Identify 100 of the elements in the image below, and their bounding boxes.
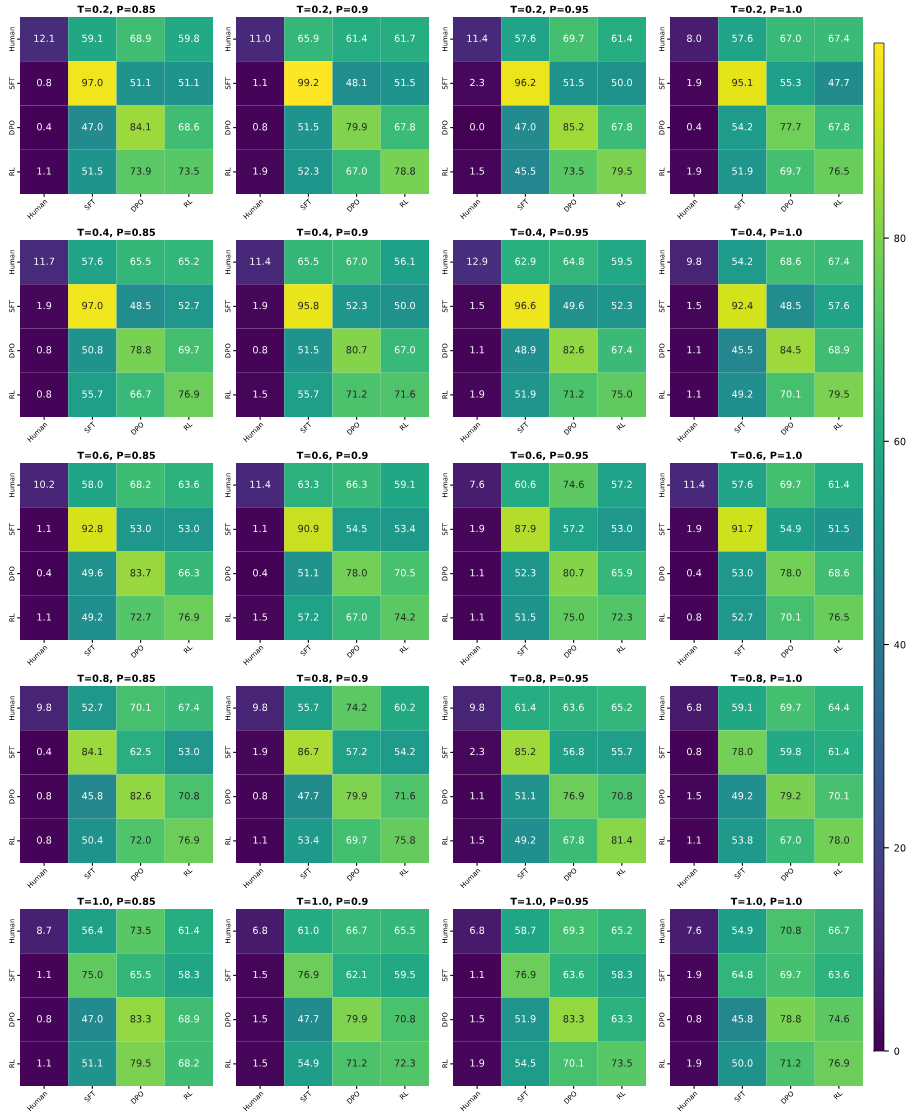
data-label: 47.0 — [82, 1015, 103, 1023]
data-label: 74.6 — [828, 1015, 850, 1023]
data-label: 53.0 — [178, 747, 200, 756]
chart-title: T=1.0, P=0.9 — [296, 897, 368, 907]
data-label: 61.4 — [515, 703, 536, 711]
data-label: 96.6 — [515, 301, 536, 310]
data-label: 9.8 — [37, 703, 52, 711]
data-label: 79.5 — [611, 167, 632, 175]
data-label: 68.6 — [828, 569, 850, 577]
data-label: 69.7 — [780, 480, 801, 488]
data-label: 68.9 — [130, 34, 151, 42]
data-label: 60.2 — [394, 703, 415, 711]
data-label: 71.2 — [780, 1059, 801, 1067]
data-label: 48.5 — [130, 301, 151, 310]
data-label: 1.9 — [253, 167, 268, 175]
data-label: 1.1 — [687, 346, 701, 354]
data-label: 0.4 — [37, 569, 52, 577]
data-label: 2.3 — [470, 78, 485, 87]
data-label: 1.9 — [470, 390, 485, 398]
data-label: 69.7 — [563, 34, 584, 42]
data-label: 70.1 — [130, 703, 151, 711]
data-label: 76.5 — [828, 167, 849, 175]
data-label: 61.0 — [298, 926, 319, 934]
data-label: 51.5 — [515, 613, 536, 621]
data-label: 85.2 — [563, 123, 584, 131]
chart-title: T=1.0, P=0.85 — [77, 897, 155, 907]
data-label: 50.4 — [82, 836, 103, 844]
color-bar-label: 80 — [894, 234, 906, 242]
data-label: 61.4 — [828, 747, 850, 756]
data-label: 66.3 — [346, 480, 367, 488]
data-label: 53.0 — [178, 524, 200, 533]
data-label: 76.9 — [563, 792, 584, 800]
data-label: 48.1 — [346, 78, 367, 87]
data-label: 78.0 — [346, 569, 367, 577]
data-label: 51.5 — [394, 78, 415, 87]
data-label: 51.5 — [298, 123, 319, 131]
data-label: 95.8 — [298, 301, 319, 310]
data-label: 50.0 — [732, 1059, 753, 1067]
chart-title: T=0.8, P=1.0 — [730, 674, 802, 684]
data-label: 1.1 — [253, 524, 267, 533]
data-label: 79.9 — [346, 123, 367, 131]
data-label: 61.4 — [611, 34, 633, 42]
data-label: 61.4 — [346, 34, 367, 42]
data-label: 1.9 — [687, 1059, 702, 1067]
data-label: 65.5 — [130, 257, 151, 265]
data-label: 61.7 — [394, 34, 415, 42]
data-label: 67.4 — [178, 703, 200, 711]
data-label: 1.9 — [253, 301, 268, 310]
data-label: 76.5 — [828, 613, 849, 621]
data-label: 70.8 — [178, 792, 200, 800]
data-label: 65.9 — [611, 569, 633, 577]
data-label: 52.3 — [346, 301, 367, 310]
data-label: 79.9 — [346, 792, 367, 800]
data-label: 57.2 — [298, 613, 319, 621]
data-label: 56.1 — [394, 257, 415, 265]
data-label: 68.9 — [828, 346, 850, 354]
data-label: 47.0 — [515, 123, 536, 131]
data-label: 65.2 — [611, 703, 632, 711]
data-label: 66.7 — [130, 390, 151, 398]
data-label: 68.2 — [130, 480, 151, 488]
data-label: 99.2 — [298, 78, 319, 87]
data-label: 63.3 — [298, 480, 319, 488]
data-label: 68.6 — [780, 257, 801, 265]
data-label: 68.9 — [178, 1015, 200, 1023]
data-label: 0.8 — [37, 346, 52, 354]
data-label: 87.9 — [515, 524, 536, 533]
data-label: 72.3 — [611, 613, 632, 621]
data-label: 0.8 — [253, 346, 268, 354]
data-label: 49.2 — [732, 390, 753, 398]
data-label: 59.8 — [178, 34, 200, 42]
data-label: 75.8 — [394, 836, 416, 844]
chart-title: T=0.8, P=0.85 — [77, 674, 155, 684]
data-label: 59.1 — [82, 34, 103, 42]
data-label: 51.1 — [82, 1059, 103, 1067]
data-label: 65.2 — [178, 257, 199, 265]
data-label: 47.7 — [828, 78, 849, 87]
data-label: 0.4 — [687, 569, 702, 577]
data-label: 68.2 — [178, 1059, 199, 1067]
data-label: 92.8 — [82, 524, 103, 533]
data-label: 0.4 — [687, 123, 702, 131]
data-label: 78.8 — [780, 1015, 801, 1023]
chart-title: T=1.0, P=1.0 — [730, 897, 802, 907]
data-label: 69.7 — [780, 167, 801, 175]
chart-title: T=1.0, P=0.95 — [510, 897, 588, 907]
chart-title: T=0.2, P=0.9 — [296, 5, 368, 15]
data-label: 58.3 — [611, 970, 632, 979]
color-bar-label: 60 — [894, 437, 906, 446]
data-label: 6.8 — [253, 926, 268, 934]
data-label: 70.5 — [394, 569, 415, 577]
chart-title: T=0.4, P=0.85 — [77, 228, 155, 238]
data-label: 54.9 — [780, 524, 801, 533]
data-label: 57.2 — [346, 747, 367, 756]
data-label: 45.8 — [82, 792, 103, 800]
data-label: 79.5 — [828, 390, 849, 398]
data-label: 57.6 — [828, 301, 850, 310]
data-label: 1.5 — [470, 836, 485, 844]
data-label: 53.4 — [298, 836, 319, 844]
data-label: 1.5 — [687, 301, 702, 310]
data-label: 1.5 — [253, 613, 268, 621]
data-label: 85.2 — [515, 747, 536, 756]
